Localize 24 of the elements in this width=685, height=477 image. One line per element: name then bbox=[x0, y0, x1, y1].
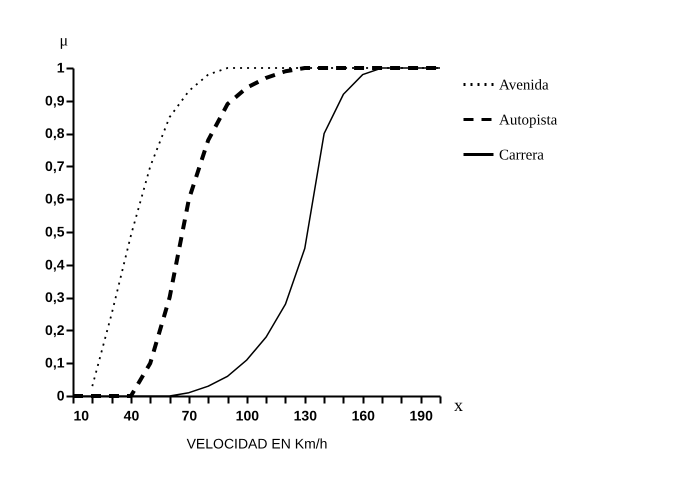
x-tick-label: 100 bbox=[236, 408, 260, 424]
x-tick-label: 10 bbox=[74, 408, 90, 424]
y-tick-label: 0,7 bbox=[45, 158, 65, 174]
y-axis-title: μ bbox=[60, 32, 68, 50]
legend-label: Avenida bbox=[499, 78, 550, 94]
y-tick-label: 0,3 bbox=[45, 289, 65, 306]
x-tick-label: 190 bbox=[410, 408, 434, 424]
y-tick-label: 0,9 bbox=[45, 92, 65, 108]
legend-label: Carrera bbox=[499, 148, 544, 164]
x-tick-label: 160 bbox=[352, 408, 376, 424]
y-tick-label: 0 bbox=[56, 388, 65, 404]
y-tick-label: 0,6 bbox=[45, 190, 65, 207]
legend-label: Autopista bbox=[499, 112, 558, 128]
y-tick-label: 0,1 bbox=[45, 354, 65, 371]
y-tick-label: 0,5 bbox=[45, 224, 65, 240]
x-axis-title: VELOCIDAD EN Km/h bbox=[186, 436, 328, 452]
y-tick-label: 0,4 bbox=[45, 256, 65, 272]
x-tick-label: 70 bbox=[182, 408, 198, 424]
y-tick-label: 0,8 bbox=[45, 125, 65, 142]
x-tick-label: 40 bbox=[124, 408, 140, 424]
text: x bbox=[454, 395, 463, 415]
x-tick-label: 130 bbox=[294, 408, 318, 424]
y-tick-label: 1 bbox=[56, 60, 65, 76]
y-tick-label: 0,2 bbox=[45, 322, 65, 338]
